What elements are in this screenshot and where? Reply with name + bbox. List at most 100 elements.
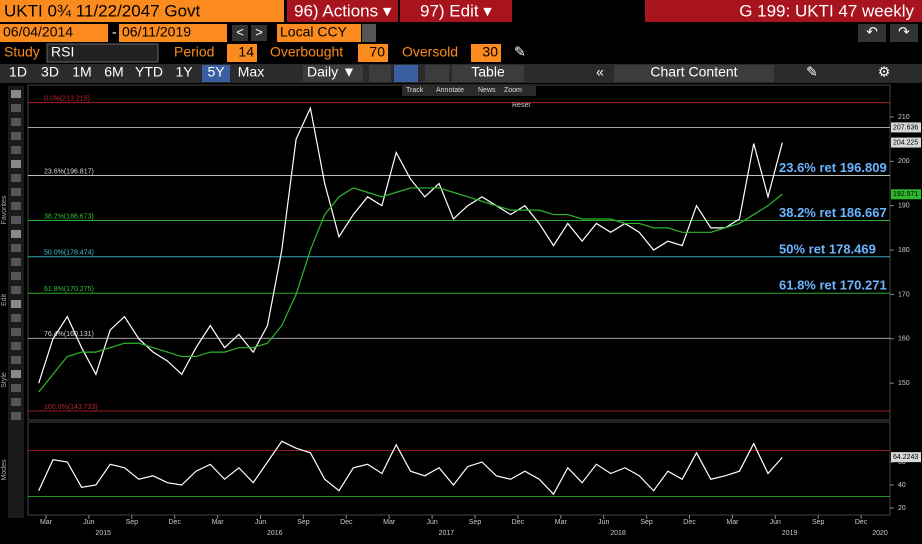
- edit-button[interactable]: [400, 0, 512, 22]
- bar-mode-button[interactable]: [394, 65, 418, 82]
- study: RSI: [51, 44, 74, 60]
- range-button[interactable]: [170, 65, 198, 82]
- side-icon[interactable]: [11, 342, 21, 350]
- x-tick-label: Sep: [812, 519, 825, 526]
- side-icon[interactable]: [11, 118, 21, 126]
- x-year-label: 2019: [782, 530, 798, 537]
- y-tick-label: 40: [898, 482, 906, 489]
- x-tick-label: Jun: [426, 519, 437, 526]
- x-tick-label: Sep: [297, 519, 310, 526]
- side-icon[interactable]: [11, 356, 21, 364]
- x-tick-label: Dec: [855, 519, 868, 526]
- side-icon[interactable]: [11, 272, 21, 280]
- side-icon[interactable]: [11, 412, 21, 420]
- period: 14: [238, 44, 254, 60]
- range-button[interactable]: [4, 65, 32, 82]
- last-value-label: 207.636: [893, 124, 918, 131]
- rsi-plot: [28, 440, 890, 497]
- undo-button[interactable]: [858, 24, 886, 42]
- next-icon: >: [255, 24, 263, 39]
- fib-label: 76.4%(160.131): [44, 331, 94, 338]
- side-icon[interactable]: [11, 300, 21, 308]
- side-icon[interactable]: [11, 132, 21, 140]
- redo-button[interactable]: [890, 24, 918, 42]
- side-icon[interactable]: [11, 174, 21, 182]
- last-value-box: [891, 452, 921, 463]
- pencil-icon[interactable]: ✎: [514, 44, 526, 60]
- chart-tool[interactable]: Track: [406, 87, 424, 94]
- x-year-label: 2015: [95, 530, 111, 537]
- x-tick-label: Mar: [40, 519, 53, 526]
- oversold-box[interactable]: [471, 44, 501, 62]
- collapse-icon[interactable]: «: [596, 64, 604, 80]
- y-tick-label: 180: [898, 247, 910, 254]
- end-date-box[interactable]: [119, 24, 227, 42]
- range-button[interactable]: [68, 65, 96, 82]
- side-icon[interactable]: [11, 146, 21, 154]
- currency-box[interactable]: [277, 24, 361, 42]
- side-icon[interactable]: [11, 202, 21, 210]
- y-tick-label: 210: [898, 114, 910, 121]
- side-icon[interactable]: [11, 230, 21, 238]
- side-icon[interactable]: [11, 370, 21, 378]
- x-year-label: 2017: [439, 530, 455, 537]
- x-tick-label: Jun: [770, 519, 781, 526]
- chart-tool[interactable]: Annotate: [436, 87, 464, 94]
- side-icon[interactable]: [11, 216, 21, 224]
- frequency-button[interactable]: [303, 65, 363, 82]
- prev-button[interactable]: [232, 25, 248, 41]
- line-mode-button[interactable]: [369, 65, 391, 82]
- study-box[interactable]: [46, 43, 159, 63]
- side-icon[interactable]: [11, 328, 21, 336]
- range-button[interactable]: [234, 65, 268, 82]
- chart-tool[interactable]: Reset: [512, 102, 530, 109]
- x-year-label: 2016: [267, 530, 283, 537]
- side-icon[interactable]: [11, 286, 21, 294]
- chart-content: Chart Content: [650, 64, 737, 80]
- overbought-box[interactable]: [358, 44, 388, 62]
- next-button[interactable]: [251, 25, 267, 41]
- side-icon[interactable]: [11, 314, 21, 322]
- x-tick-label: Dec: [340, 519, 353, 526]
- chart-tool[interactable]: Zoom: [504, 87, 522, 94]
- start-date-box[interactable]: [0, 24, 108, 42]
- actions: 96) Actions ▾: [294, 1, 392, 20]
- range-button[interactable]: [36, 65, 64, 82]
- fib-label: 23.6%(196.817): [44, 168, 94, 175]
- table-button[interactable]: [452, 65, 524, 82]
- side-icon[interactable]: [11, 188, 21, 196]
- last-value-label: 192.571: [893, 191, 918, 198]
- range-button[interactable]: [202, 65, 230, 82]
- edit-icon[interactable]: ✎: [806, 64, 818, 80]
- side-icon[interactable]: [11, 104, 21, 112]
- currency-dropdown[interactable]: [362, 24, 376, 42]
- side-icon[interactable]: [11, 398, 21, 406]
- range-button[interactable]: [132, 65, 166, 82]
- security-box[interactable]: [0, 0, 284, 22]
- side-icon[interactable]: [11, 160, 21, 168]
- price-plot: 0.0%(213.215) 23.6%(196.817) 38.2%(186.673…: [28, 96, 890, 412]
- chart-content-button[interactable]: [614, 65, 774, 82]
- last-value-box: [891, 137, 921, 148]
- chart-tools: Track Annotate News Zoom Reset: [402, 85, 536, 109]
- side-icons: Favorites Edit Style Modes: [1, 90, 21, 481]
- side-icon[interactable]: [11, 90, 21, 98]
- settings-icon[interactable]: ⚙: [878, 64, 891, 80]
- chart-tool[interactable]: News: [478, 87, 496, 94]
- side-icon[interactable]: [11, 244, 21, 252]
- actions-button[interactable]: [287, 0, 398, 22]
- currency: Local CCY: [280, 24, 348, 40]
- mode-dropdown[interactable]: [425, 65, 449, 82]
- y-tick-label: 160: [898, 336, 910, 343]
- side-icon[interactable]: [11, 384, 21, 392]
- x-tick-label: Mar: [555, 519, 568, 526]
- side-icon[interactable]: [11, 258, 21, 266]
- period-box[interactable]: [227, 44, 257, 62]
- dash: -: [112, 24, 117, 40]
- side-label: Modes: [1, 459, 8, 481]
- tools-bar: [402, 85, 536, 96]
- x-tick-label: Jun: [255, 519, 266, 526]
- range-button[interactable]: [100, 65, 128, 82]
- x-tick-label: Dec: [512, 519, 525, 526]
